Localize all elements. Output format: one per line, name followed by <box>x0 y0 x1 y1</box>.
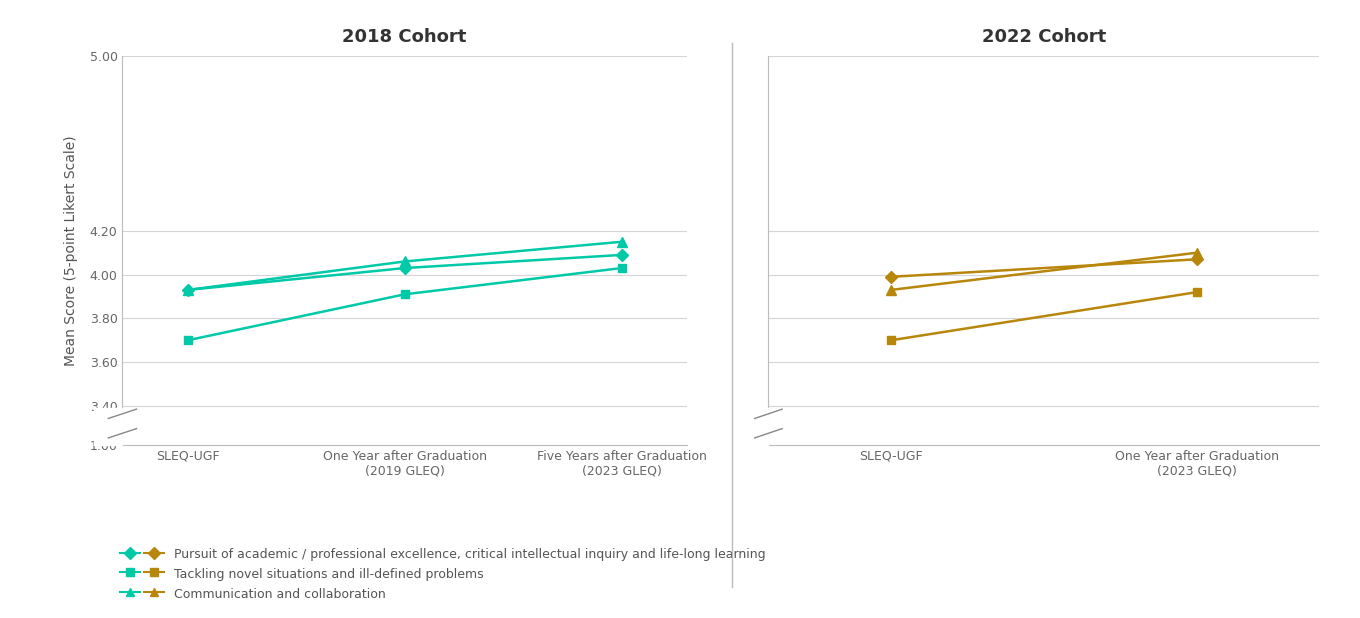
Y-axis label: Mean Score (5-point Likert Scale): Mean Score (5-point Likert Scale) <box>64 135 79 366</box>
Title: 2022 Cohort: 2022 Cohort <box>982 28 1106 46</box>
Legend: Pursuit of academic / professional excellence, critical intellectual inquiry and: Pursuit of academic / professional excel… <box>116 542 770 606</box>
Bar <box>94 408 122 444</box>
Bar <box>741 408 768 444</box>
Title: 2018 Cohort: 2018 Cohort <box>343 28 466 46</box>
